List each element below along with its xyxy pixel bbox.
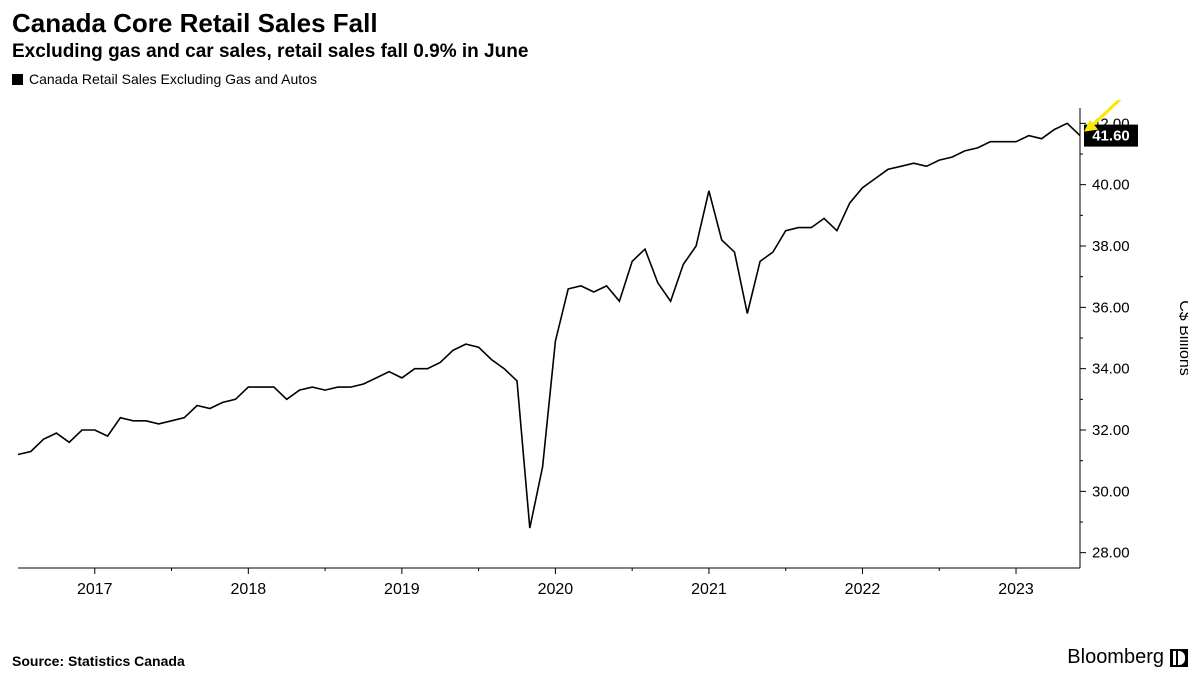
svg-text:30.00: 30.00 <box>1092 483 1130 500</box>
svg-text:34.00: 34.00 <box>1092 361 1130 378</box>
legend: Canada Retail Sales Excluding Gas and Au… <box>0 69 1200 91</box>
svg-text:2017: 2017 <box>77 581 113 598</box>
chart-svg: 28.0030.0032.0034.0036.0038.0040.0042.00… <box>12 100 1188 620</box>
svg-text:C$ Billions: C$ Billions <box>1176 300 1188 376</box>
source-text: Source: Statistics Canada <box>12 653 185 669</box>
legend-label: Canada Retail Sales Excluding Gas and Au… <box>29 71 317 87</box>
brand-icon <box>1170 649 1188 667</box>
svg-text:2021: 2021 <box>691 581 727 598</box>
svg-text:28.00: 28.00 <box>1092 545 1130 562</box>
svg-text:2023: 2023 <box>998 581 1034 598</box>
line-chart: 28.0030.0032.0034.0036.0038.0040.0042.00… <box>12 100 1188 620</box>
chart-subtitle: Excluding gas and car sales, retail sale… <box>0 39 1200 69</box>
svg-text:41.60: 41.60 <box>1092 128 1130 145</box>
svg-text:36.00: 36.00 <box>1092 299 1130 316</box>
svg-text:2020: 2020 <box>538 581 574 598</box>
svg-text:32.00: 32.00 <box>1092 422 1130 439</box>
svg-text:40.00: 40.00 <box>1092 177 1130 194</box>
legend-swatch-icon <box>12 74 23 85</box>
svg-text:38.00: 38.00 <box>1092 238 1130 255</box>
svg-text:2019: 2019 <box>384 581 420 598</box>
svg-text:2018: 2018 <box>231 581 267 598</box>
chart-title: Canada Core Retail Sales Fall <box>0 0 1200 39</box>
brand: Bloomberg <box>1067 646 1188 669</box>
svg-text:2022: 2022 <box>845 581 881 598</box>
brand-label: Bloomberg <box>1067 646 1164 669</box>
